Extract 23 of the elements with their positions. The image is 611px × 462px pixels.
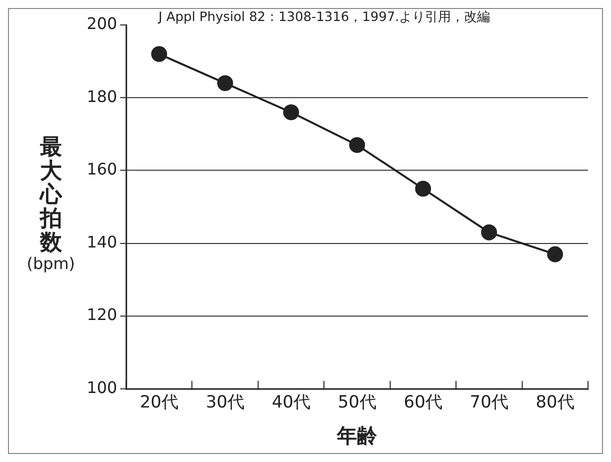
y-tick-label: 100: [86, 378, 118, 398]
x-tick-label: 60代: [404, 391, 442, 412]
point: [349, 137, 366, 153]
text: J Appl Physiol 82：1308-1316，1997.より引用，改編: [157, 10, 490, 25]
y-tick-label: 180: [86, 86, 118, 106]
x-tick-label: 30代: [206, 391, 244, 412]
point: [283, 104, 300, 120]
y-tick-label: 120: [86, 305, 118, 324]
point: [547, 246, 564, 262]
y-tick-label: 200: [86, 14, 118, 34]
point: [481, 224, 498, 240]
x-tick-label: 80代: [536, 391, 574, 412]
x-axis-title: 年齢: [336, 424, 378, 448]
point: [217, 75, 234, 92]
y-tick-label: 140: [86, 232, 118, 252]
x-tick-label: 20代: [140, 391, 178, 412]
y-tick-label: 160: [86, 160, 118, 179]
x-tick-label: 50代: [338, 391, 376, 412]
x-tick-label: 70代: [470, 391, 508, 412]
y-axis-title: 最大心拍数 (bpm): [26, 134, 75, 273]
point: [151, 46, 168, 62]
point: [415, 180, 432, 197]
x-tick-label: 40代: [272, 391, 310, 412]
